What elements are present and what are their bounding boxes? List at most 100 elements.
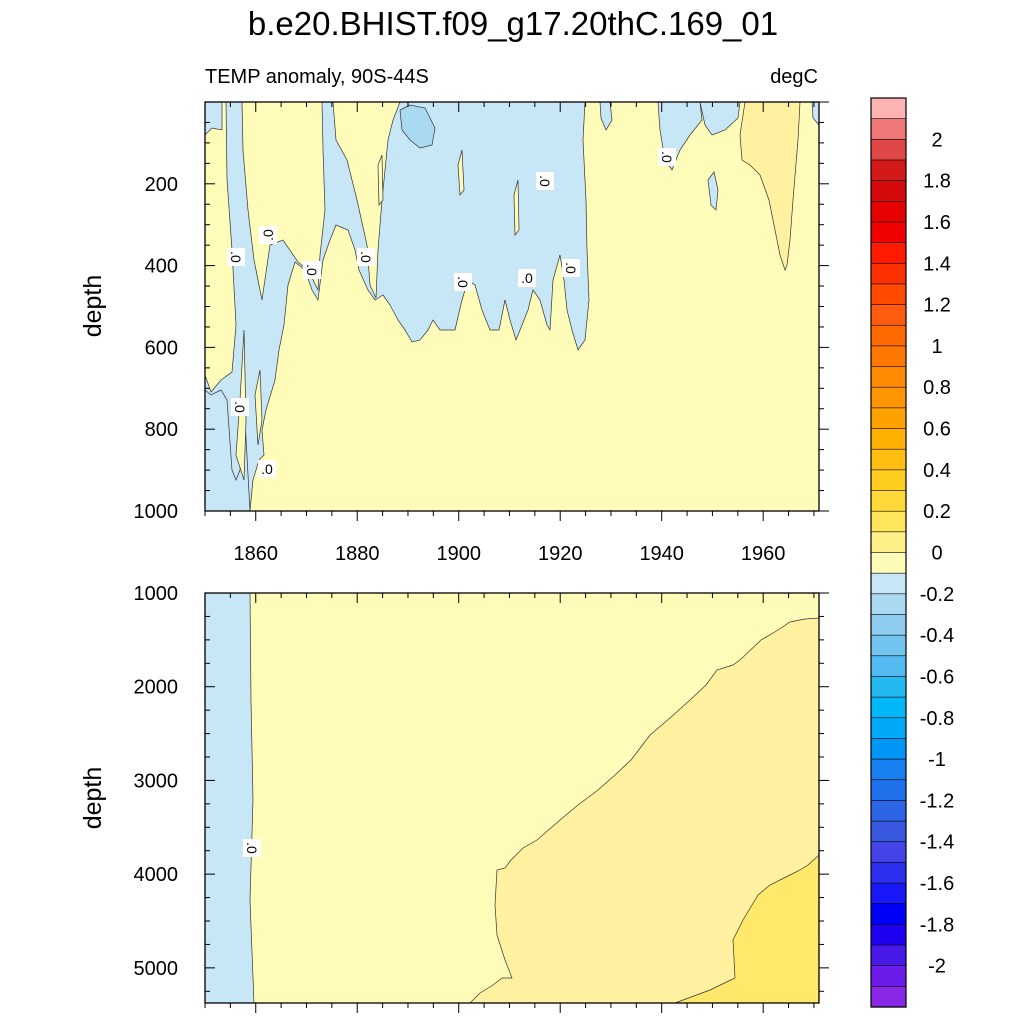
colorbar-tick-label: 1.6 <box>923 212 951 234</box>
upper-negative-region-lower-left <box>204 389 251 512</box>
upper-positive-02-region <box>739 101 801 272</box>
lower-y-tick-label: 4000 <box>134 864 179 886</box>
upper-x-tick-label: 1920 <box>538 543 583 565</box>
contour-label: .0 <box>259 226 277 244</box>
colorbar-tick-label: -1.4 <box>920 832 954 854</box>
contour-label-bg <box>658 148 676 166</box>
colorbar-tick-label: -0.2 <box>920 584 954 606</box>
upper-negative-region-west <box>204 101 590 512</box>
colorbar-swatch <box>870 490 907 512</box>
contour-label-bg <box>259 226 277 244</box>
upper-x-ticks: 1860 1880 1900 1920 1940 1960 <box>204 102 815 565</box>
lower-y-axis-label: depth <box>79 767 107 830</box>
contour-label-text: .0 <box>659 151 675 163</box>
colorbar-swatch <box>870 841 907 863</box>
upper-y-tick-label: 1000 <box>134 501 179 523</box>
colorbar-tick-label: -1.8 <box>920 914 954 936</box>
colorbar-swatch <box>870 428 907 450</box>
colorbar-swatch <box>870 200 907 223</box>
upper-x-tick-label: 1940 <box>639 543 684 565</box>
colorbar-swatch <box>870 139 907 161</box>
colorbar-swatch <box>870 944 907 967</box>
upper-x-tick-label: 1900 <box>436 543 481 565</box>
contour-label: .0 <box>243 839 261 857</box>
colorbar-tick-label: 1.2 <box>923 295 951 317</box>
contour-label-bg <box>518 269 536 287</box>
contour-label-text: .0 <box>260 229 276 241</box>
upper-contour-labels: .0 .0 .0 .0 .0 .0 .0 .0 .0 .0 .0 <box>227 148 676 478</box>
colorbar-swatch <box>870 221 907 244</box>
contour-label: .0 <box>357 248 375 266</box>
colorbar-swatch <box>870 552 907 574</box>
colorbar-swatch <box>870 510 907 533</box>
contour-label-bg <box>227 248 245 266</box>
lower-y-tick-label: 5000 <box>134 958 179 980</box>
colorbar-swatch <box>870 531 907 554</box>
colorbar-frame <box>870 97 907 1008</box>
contour-label: .0 <box>227 248 245 266</box>
upper-y-tick-label: 400 <box>145 256 178 278</box>
lower-y-tick-label: 1000 <box>134 583 179 605</box>
contour-label: .0 <box>258 460 276 478</box>
colorbar-tick-label: -0.4 <box>920 625 954 647</box>
lower-y-tick-label: 3000 <box>134 770 179 792</box>
contour-label-bg <box>454 273 472 291</box>
contour-label: .0 <box>303 261 321 279</box>
contour-label: .0 <box>518 269 536 287</box>
upper-positive-sliver-5 <box>513 179 520 236</box>
upper-y-tick-label: 600 <box>145 337 178 359</box>
colorbar: 2 1.8 1.6 1.4 1.2 1 0.8 0.6 0.4 0.2 0 -0.2 -0.4 -0.6 -… <box>870 97 954 1008</box>
upper-positive-sliver-3 <box>457 149 465 196</box>
contour-label-text: .0 <box>358 251 374 263</box>
lower-positive-02-region <box>469 617 820 1004</box>
upper-x-tick-label: 1860 <box>233 543 278 565</box>
lower-y-tick-label: 2000 <box>134 677 179 699</box>
subtitle-right: degC <box>770 66 818 88</box>
contour-label-text: .0 <box>563 262 579 274</box>
colorbar-swatch <box>870 118 907 140</box>
upper-y-tick-label: 200 <box>145 174 178 196</box>
colorbar-tick-label: -0.8 <box>920 708 954 730</box>
colorbar-swatch <box>870 800 907 822</box>
contour-label-text: .0 <box>521 270 533 286</box>
colorbar-tick-label: 0.8 <box>923 377 951 399</box>
contour-label-bg <box>536 172 554 190</box>
contour-label-bg <box>357 248 375 266</box>
colorbar-swatch <box>870 820 907 843</box>
colorbar-swatch <box>870 655 907 678</box>
colorbar-swatch <box>870 986 907 1008</box>
colorbar-tick-label: 1.4 <box>923 253 951 275</box>
upper-y-ticks: 200 400 600 800 1000 <box>134 101 829 523</box>
colorbar-tick-label: 0.6 <box>923 419 951 441</box>
colorbar-swatch <box>870 469 907 492</box>
contour-label-bg <box>258 460 276 478</box>
colorbar-swatch <box>870 696 907 719</box>
colorbar-swatch <box>870 159 907 182</box>
colorbar-swatch <box>870 180 907 202</box>
colorbar-swatch <box>870 242 907 264</box>
contour-label-text: .0 <box>228 251 244 263</box>
colorbar-swatch <box>870 614 907 636</box>
upper-panel: 1860 1880 1900 1920 1940 1960 200 400 600 800 100… <box>79 101 829 565</box>
upper-y-axis-label: depth <box>79 275 107 338</box>
colorbar-tick-label: 0.2 <box>923 501 951 523</box>
contour-label: .0 <box>562 259 580 277</box>
upper-negative-inner-1 <box>399 104 436 149</box>
colorbar-swatch <box>870 407 907 430</box>
colorbar-tick-label: 0 <box>931 543 942 565</box>
lower-negative-region <box>204 592 255 1004</box>
contour-label-bg <box>243 839 261 857</box>
contour-label-text: .0 <box>537 175 553 187</box>
colorbar-swatch <box>870 283 907 306</box>
lower-y-ticks: 1000 2000 3000 4000 5000 <box>134 583 829 992</box>
colorbar-swatch <box>870 97 907 120</box>
colorbar-swatch <box>870 738 907 760</box>
colorbar-swatch <box>870 366 907 388</box>
colorbar-tick-label: -1.2 <box>920 790 954 812</box>
upper-negative-region-east-4 <box>707 171 719 211</box>
contour-label: .0 <box>536 172 554 190</box>
contour-label-bg <box>562 259 580 277</box>
colorbar-swatch <box>870 965 907 987</box>
contour-label-text: .0 <box>455 276 471 288</box>
figure-title: b.e20.BHIST.f09_g17.20thC.169_01 <box>248 5 778 42</box>
